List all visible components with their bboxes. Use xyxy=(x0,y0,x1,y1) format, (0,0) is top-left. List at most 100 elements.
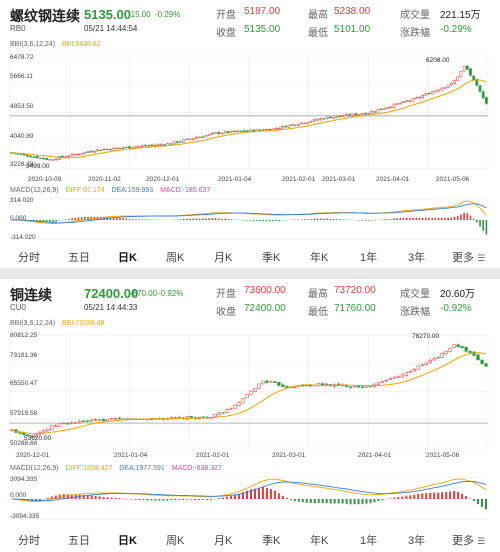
tab-intraday[interactable]: 分时 xyxy=(18,252,40,264)
candle xyxy=(213,414,217,417)
price-change: -15.00 xyxy=(128,10,151,19)
candle xyxy=(252,129,256,132)
high-value: 73720.00 xyxy=(334,285,376,296)
macd-chart[interactable] xyxy=(0,196,500,242)
candle xyxy=(265,380,269,383)
candle xyxy=(351,113,354,116)
candle xyxy=(325,383,329,386)
tab-more[interactable]: 更多 ☰ xyxy=(452,249,485,265)
tab-monthly-k[interactable]: 月K xyxy=(214,535,233,547)
panel-separator xyxy=(0,268,500,279)
candle xyxy=(34,434,38,438)
last-price: 5135.00 xyxy=(84,7,131,22)
tab-quarterly-k[interactable]: 季K xyxy=(262,535,281,547)
tab-one-year[interactable]: 1年 xyxy=(360,535,378,547)
tab-intraday[interactable]: 分时 xyxy=(18,535,40,547)
candle xyxy=(404,371,408,376)
candle xyxy=(160,144,163,146)
tab-yearly-k[interactable]: 年K xyxy=(310,535,329,547)
change-pct-label: 涨跌幅 xyxy=(400,28,430,39)
tab-daily-k[interactable]: 日K xyxy=(118,252,137,264)
candle xyxy=(191,138,195,140)
candle xyxy=(74,422,78,424)
candle xyxy=(253,388,257,392)
tab-three-year[interactable]: 3年 xyxy=(408,252,426,264)
tab-five-day[interactable]: 五日 xyxy=(68,252,90,264)
candle xyxy=(448,347,452,352)
candle xyxy=(354,113,358,116)
low-marker-label: 53620.00 xyxy=(24,435,52,442)
contract-name[interactable]: 铜连续 xyxy=(10,287,52,303)
candle xyxy=(293,386,297,389)
tab-more[interactable]: 更多 ☰ xyxy=(452,532,485,548)
candle xyxy=(245,394,249,398)
candle xyxy=(360,113,364,116)
candle xyxy=(464,346,468,352)
candle xyxy=(481,91,485,99)
candle xyxy=(48,159,52,161)
candle xyxy=(89,151,93,153)
candle xyxy=(428,360,432,363)
x-tick: 2020-11-02 xyxy=(88,176,121,183)
candle xyxy=(424,93,428,96)
kline-chart[interactable] xyxy=(0,329,500,454)
candle xyxy=(86,151,90,153)
candle xyxy=(175,141,179,143)
quote-header: 螺纹钢连续 5135.00 -15.00 -0.29% RB0 05/21 14… xyxy=(0,0,500,39)
candle xyxy=(303,122,307,125)
kline-chart[interactable] xyxy=(0,50,500,175)
bbi-value: BBI:73789.48 xyxy=(62,320,105,327)
y-tick: 3228.28 xyxy=(10,161,34,168)
candle xyxy=(478,85,482,92)
candle xyxy=(210,132,214,135)
candle xyxy=(281,384,285,387)
close-value: 5135.00 xyxy=(244,24,281,35)
x-tick: 2021-04-01 xyxy=(358,452,392,459)
open-label: 开盘 xyxy=(216,289,236,300)
volume-label: 成交量 xyxy=(400,10,430,21)
candle xyxy=(237,402,241,406)
tab-daily-k[interactable]: 日K xyxy=(118,535,137,547)
candle xyxy=(177,416,181,419)
candle xyxy=(344,114,348,116)
candle xyxy=(405,100,409,102)
candle xyxy=(297,124,300,126)
tab-five-day[interactable]: 五日 xyxy=(68,535,90,547)
copper-panel: 铜连续 72400.00 -670.00 -0.92% CU0 05/21 14… xyxy=(0,279,500,552)
candle xyxy=(421,95,425,98)
candle xyxy=(453,80,456,84)
candle xyxy=(274,128,278,130)
tab-quarterly-k[interactable]: 季K xyxy=(262,252,281,264)
contract-name[interactable]: 螺纹钢连续 xyxy=(10,8,80,24)
tab-one-year[interactable]: 1年 xyxy=(360,252,378,264)
diff-value: DIFF:67.174 xyxy=(65,187,105,194)
last-price: 72400.00 xyxy=(84,286,139,301)
candle xyxy=(408,100,412,102)
y-tick: 73181.36 xyxy=(10,352,38,359)
tab-weekly-k[interactable]: 周K xyxy=(166,252,185,264)
bbi-legend: BBI(3,6,12,24) BBI:5438.62 xyxy=(10,41,106,48)
candle xyxy=(399,102,402,105)
close-value: 72400.00 xyxy=(244,303,286,314)
tab-yearly-k[interactable]: 年K xyxy=(310,252,329,264)
candle xyxy=(444,351,448,354)
candle xyxy=(284,126,288,128)
candle xyxy=(90,419,94,422)
macd-chart[interactable] xyxy=(0,474,500,522)
volume-value: 221.15万 xyxy=(440,10,481,21)
candle xyxy=(124,146,128,149)
candle xyxy=(80,153,84,155)
candle xyxy=(102,148,106,151)
tab-weekly-k[interactable]: 周K xyxy=(166,535,185,547)
candle xyxy=(440,87,444,91)
candle xyxy=(430,91,434,95)
candle xyxy=(344,385,349,387)
tab-more-label: 更多 xyxy=(452,535,474,547)
candle xyxy=(363,113,367,115)
tab-monthly-k[interactable]: 月K xyxy=(214,252,233,264)
candle xyxy=(408,371,412,373)
candle xyxy=(325,116,329,119)
candle xyxy=(50,425,54,430)
tab-three-year[interactable]: 3年 xyxy=(408,535,426,547)
candle xyxy=(38,157,42,159)
